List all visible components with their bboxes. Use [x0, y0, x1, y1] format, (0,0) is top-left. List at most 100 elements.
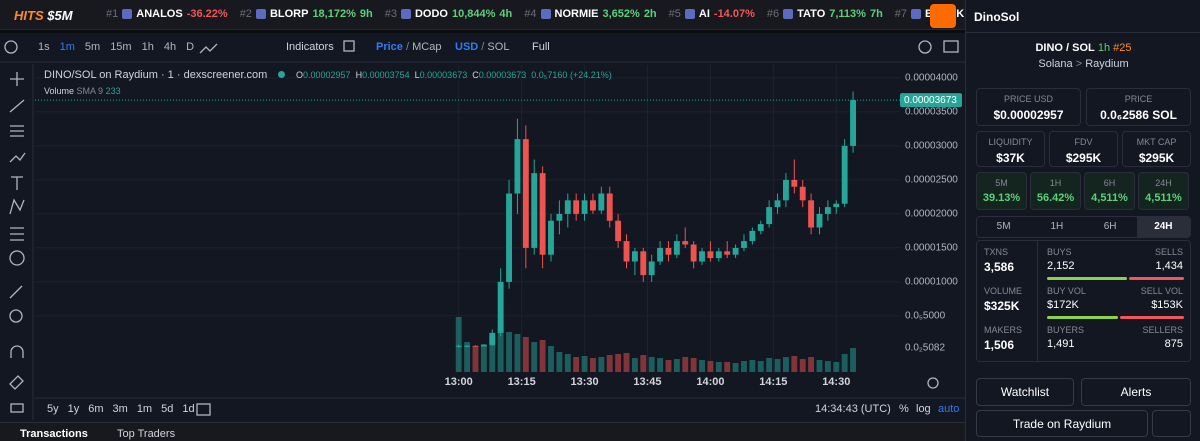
- calendar-icon: [196, 403, 211, 416]
- volume-bar: [522, 337, 529, 372]
- candle-body: [531, 173, 538, 248]
- tab[interactable]: 1H: [1050, 221, 1064, 232]
- percent-toggle[interactable]: %: [899, 403, 909, 415]
- change-box: 1H 56.42%: [1030, 172, 1081, 210]
- x-tick-label: 14:30: [822, 376, 850, 388]
- price-toggle[interactable]: Price / MCap: [376, 41, 441, 53]
- ticker-rank: #7: [894, 8, 908, 20]
- lock-draw-icon: [9, 375, 24, 390]
- add-icon: [4, 40, 18, 54]
- ohlc-item: C0.00003673: [472, 70, 526, 80]
- tab[interactable]: 5M: [996, 221, 1011, 232]
- metric-value: $295K: [1138, 151, 1175, 165]
- interval[interactable]: 15m: [110, 41, 132, 53]
- change-box: 24H 4,511%: [1138, 172, 1189, 210]
- alerts-button[interactable]: Alerts: [1081, 378, 1191, 406]
- panel-header: DinoSol: [966, 0, 1200, 33]
- chart: 0.00004000 0.00003500 0.00003000 0.00002500…: [0, 33, 965, 441]
- range[interactable]: 5y: [47, 403, 59, 415]
- stat-value: 1,506: [984, 338, 1015, 352]
- toggle-other: SOL: [487, 41, 510, 53]
- price-tag-label: 0.00003673: [904, 95, 957, 106]
- volume-bar: [623, 353, 630, 372]
- range[interactable]: 1y: [67, 403, 80, 415]
- interval[interactable]: 5m: [84, 41, 101, 53]
- volume-bar: [766, 358, 773, 372]
- candle-body: [757, 224, 764, 231]
- ticker[interactable]: #3 DODO 10,844% 4h: [385, 8, 513, 20]
- top-traders-tab[interactable]: Top Traders: [117, 428, 176, 440]
- box-value: $0.00002957: [993, 108, 1064, 122]
- tab[interactable]: 6H: [1103, 221, 1117, 232]
- change-value: 39.13%: [982, 192, 1021, 204]
- ticker[interactable]: #2 BLORP 18,172% 9h: [240, 8, 373, 20]
- candle-body: [573, 200, 580, 214]
- ticker[interactable]: #6 TATO 7,113% 7h: [767, 8, 883, 20]
- ticker[interactable]: #5 AI -14.07%: [669, 8, 755, 20]
- interval[interactable]: 1h: [141, 41, 154, 53]
- range[interactable]: 1d: [182, 403, 195, 415]
- volume-axis-label: 0.0₂5082: [905, 343, 945, 354]
- stat-left-label: BUYS: [1047, 247, 1072, 257]
- pair-label: DINO/SOL on Raydium · 1 · dexscreener.co…: [44, 69, 268, 81]
- camera-icon: [943, 40, 959, 53]
- sma-label: SMA 9: [76, 86, 104, 96]
- candle-body: [665, 247, 672, 255]
- tab[interactable]: 24H: [1136, 217, 1190, 237]
- range[interactable]: 5d: [161, 403, 174, 415]
- trade-button[interactable]: Trade on Raydium: [976, 410, 1148, 437]
- route: Solana > Raydium: [966, 58, 1200, 70]
- candle-body: [539, 173, 546, 255]
- volume-bar: [506, 332, 512, 372]
- volume-bar: [564, 354, 571, 372]
- external-button[interactable]: [1152, 410, 1191, 437]
- ticker-icon: [783, 9, 794, 19]
- volume-bar: [850, 348, 856, 372]
- stat-label: MAKERS: [984, 325, 1023, 335]
- toggle-sep: /: [405, 41, 410, 53]
- chain: Solana: [1038, 58, 1073, 70]
- volume-bar: [472, 347, 479, 372]
- ticker-list: #1 ANALOS -36.22% #2 BLORP 18,172% 9h #3 DODO 10,…: [106, 8, 1017, 20]
- change-label: 24H: [1155, 178, 1172, 188]
- hits-label: HITS: [14, 8, 44, 23]
- ticker-name: NORMIE: [554, 8, 599, 20]
- auto-toggle[interactable]: auto: [938, 403, 960, 415]
- volume-bar: [615, 354, 622, 372]
- stat-left-label: BUYERS: [1047, 325, 1085, 335]
- hot-button[interactable]: [930, 4, 956, 28]
- volume-bar: [682, 357, 689, 372]
- box-label: PRICE: [1124, 94, 1153, 104]
- ticker-icon: [255, 9, 266, 19]
- transactions-tab[interactable]: Transactions: [20, 428, 88, 440]
- interval[interactable]: 1m: [59, 41, 75, 53]
- indicators[interactable]: Indicators: [286, 41, 334, 53]
- range-list: 5y 1y 6m 3m 1m 5d 1d: [47, 403, 195, 415]
- measure-icon: [10, 227, 24, 241]
- interval[interactable]: 4h: [163, 41, 177, 53]
- toggle-active: USD: [455, 41, 479, 53]
- change-label: 1H: [1049, 178, 1062, 188]
- log-toggle[interactable]: log: [916, 403, 931, 415]
- candle-body: [682, 241, 689, 245]
- ticker[interactable]: #1 ANALOS -36.22%: [106, 8, 228, 20]
- quote: / SOL: [1066, 42, 1095, 54]
- settings-icon: [927, 377, 939, 389]
- currency-toggle[interactable]: USD / SOL: [455, 41, 509, 53]
- ohlc-change: 0.0₅7160 (+24.21%): [531, 70, 612, 80]
- interval[interactable]: 1s: [38, 41, 50, 53]
- sell-ratio-bar: [1129, 277, 1184, 280]
- range[interactable]: 6m: [88, 403, 104, 415]
- ticker[interactable]: #4 NORMIE 3,652% 2h: [524, 8, 656, 20]
- stat-value: 3,586: [984, 260, 1015, 274]
- watchlist-button[interactable]: Watchlist: [976, 378, 1074, 406]
- range[interactable]: 1m: [136, 403, 153, 415]
- candle-body: [590, 200, 596, 211]
- interval[interactable]: D: [186, 41, 195, 53]
- brush-icon: [9, 152, 26, 163]
- full-button[interactable]: Full: [532, 41, 550, 53]
- y-tick-label: 0.00003000: [905, 141, 958, 152]
- ohlc-key: H: [355, 70, 363, 80]
- range[interactable]: 3m: [112, 403, 128, 415]
